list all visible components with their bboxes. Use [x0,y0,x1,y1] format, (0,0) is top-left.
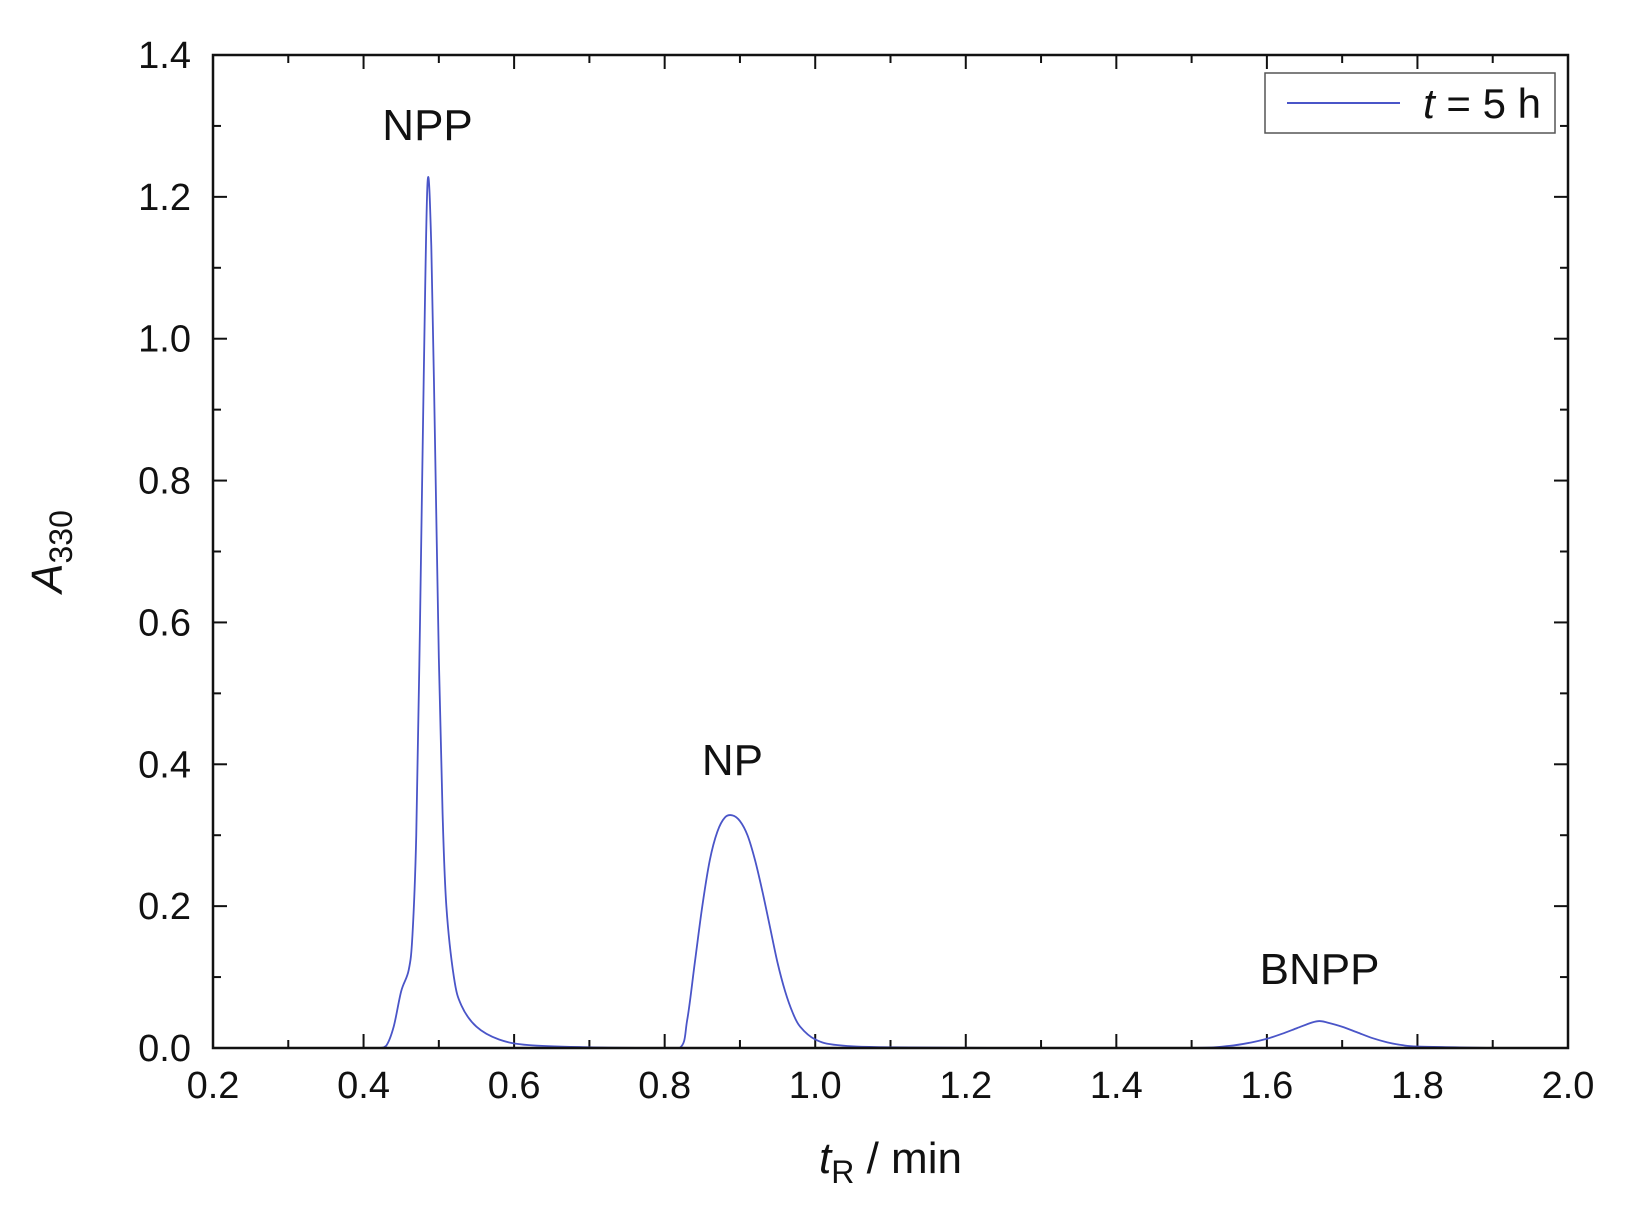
annotation-layer: NPP NP BNPP [382,101,1379,994]
y-axis-title-sub: 330 [43,510,79,563]
x-tick-label: 1.0 [789,1065,842,1107]
y-axis-title: A330 [23,510,79,596]
x-tick-label: 0.2 [187,1065,240,1107]
x-axis-title-main: t [819,1134,833,1183]
plot-frame [211,53,1570,1050]
legend-label-rest: = 5 h [1435,80,1541,127]
y-tick-label: 0.2 [138,886,191,928]
x-tick-label: 1.2 [939,1065,992,1107]
legend-label-main: t [1423,80,1437,127]
peak-label: NPP [382,101,472,150]
x-tick-label: 0.8 [638,1065,691,1107]
y-axis-title-main: A [23,564,72,596]
x-tick-label: 0.4 [337,1065,390,1107]
y-tick-label: 0.4 [138,744,191,786]
x-tick-label: 1.6 [1240,1065,1293,1107]
x-tick-label: 0.6 [488,1065,541,1107]
curve-layer [213,176,1568,1049]
legend: t = 5 h [1264,72,1556,134]
x-tick-label: 2.0 [1542,1065,1595,1107]
x-tick-label: 1.4 [1090,1065,1143,1107]
y-tick-label: 1.2 [138,177,191,219]
x-axis-title-rest: / min [854,1134,962,1183]
peak-label: BNPP [1260,945,1380,994]
series-line [213,176,1568,1049]
legend-label: t = 5 h [1423,80,1541,127]
x-axis-title-sub: R [831,1154,854,1190]
ticks-layer: 0.2 0.4 0.6 0.8 1.0 1.2 1.4 1.6 1.8 2.00.00.20.40… [138,35,1594,1107]
y-tick-label: 0.0 [138,1028,191,1070]
y-tick-label: 1.0 [138,319,191,361]
y-tick-label: 1.4 [138,35,191,77]
x-axis-title: tR / min [819,1134,962,1190]
x-tick-label: 1.8 [1391,1065,1444,1107]
y-tick-label: 0.8 [138,461,191,503]
y-tick-label: 0.6 [138,602,191,644]
peak-label: NP [702,736,763,785]
